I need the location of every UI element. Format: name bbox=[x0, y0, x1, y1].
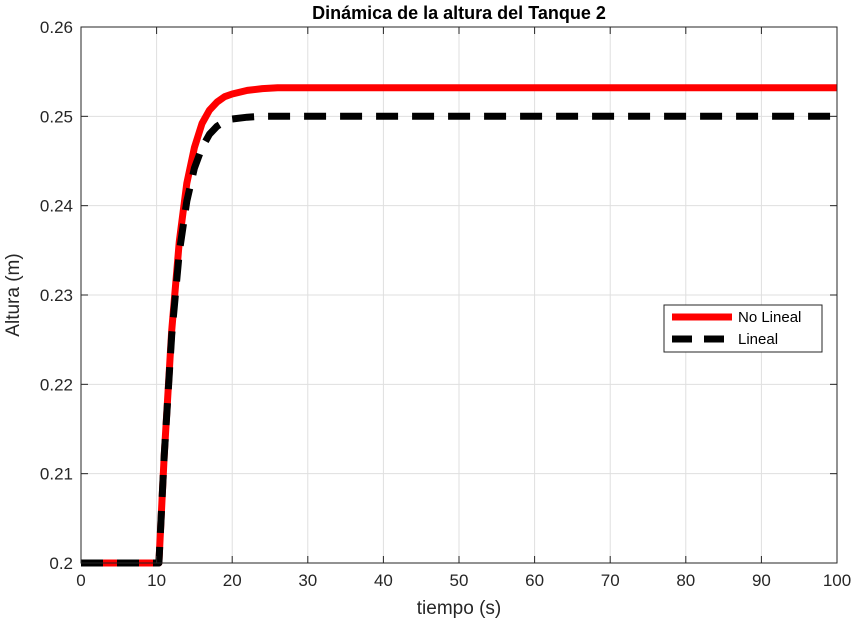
axis-ticks: 0 10 20 30 40 50 60 70 80 90 100 0.2 0.21 0.22 0.23 0.2… bbox=[40, 18, 851, 590]
y-tick-label: 0.22 bbox=[40, 375, 73, 394]
legend-label-no-lineal: No Lineal bbox=[738, 309, 801, 326]
x-axis-label: tiempo (s) bbox=[417, 598, 501, 619]
x-tick-label: 100 bbox=[823, 571, 851, 590]
x-tick-label: 70 bbox=[601, 571, 620, 590]
y-tick-label: 0.23 bbox=[40, 286, 73, 305]
x-tick-label: 80 bbox=[676, 571, 695, 590]
x-tick-label: 10 bbox=[147, 571, 166, 590]
legend-box bbox=[663, 304, 823, 353]
x-tick-label: 20 bbox=[223, 571, 242, 590]
x-tick-label: 60 bbox=[525, 571, 544, 590]
y-tick-label: 0.21 bbox=[40, 465, 73, 484]
series-line-lineal bbox=[81, 112, 837, 567]
legend-label-lineal: Lineal bbox=[738, 331, 778, 348]
y-tick-label: 0.24 bbox=[40, 197, 73, 216]
y-tick-label: 0.25 bbox=[40, 107, 73, 126]
x-tick-label: 30 bbox=[298, 571, 317, 590]
chart-title: Dinámica de la altura del Tanque 2 bbox=[312, 3, 606, 23]
x-tick-label: 90 bbox=[752, 571, 771, 590]
x-tick-label: 0 bbox=[76, 571, 85, 590]
x-tick-label: 40 bbox=[374, 571, 393, 590]
x-tick-label: 50 bbox=[450, 571, 469, 590]
legend: No Lineal Lineal bbox=[663, 304, 823, 353]
y-tick-label: 0.2 bbox=[49, 554, 73, 573]
y-axis-label: Altura (m) bbox=[3, 253, 24, 336]
y-tick-label: 0.26 bbox=[40, 18, 73, 37]
data-series bbox=[81, 84, 837, 567]
